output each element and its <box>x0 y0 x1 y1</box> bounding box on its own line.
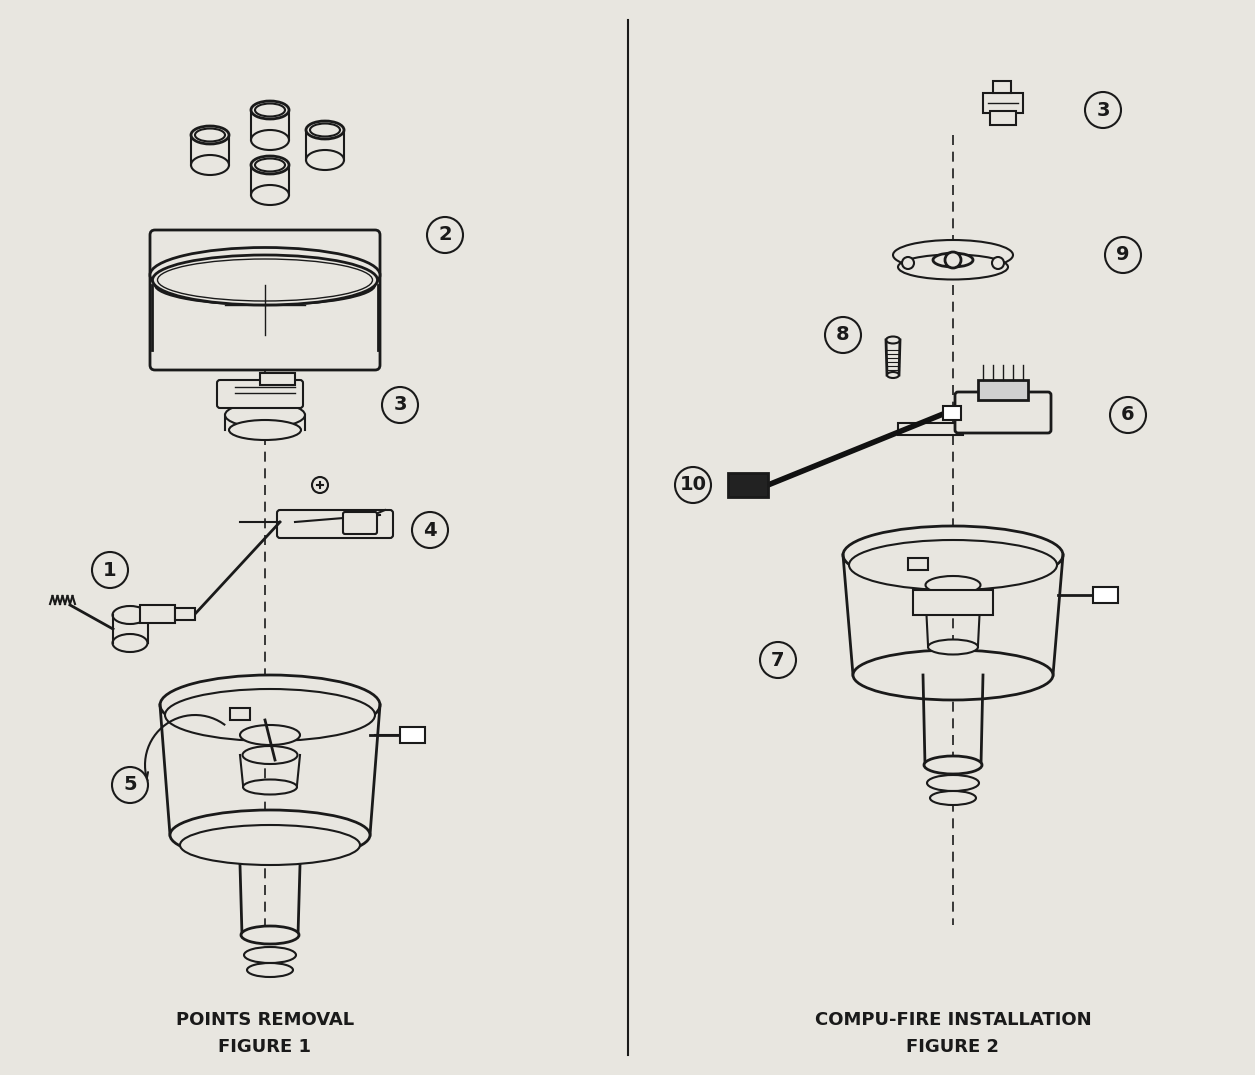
Ellipse shape <box>251 156 289 174</box>
Bar <box>993 81 1012 94</box>
Ellipse shape <box>169 809 370 860</box>
Ellipse shape <box>927 597 978 613</box>
FancyBboxPatch shape <box>151 230 380 370</box>
Circle shape <box>1104 236 1141 273</box>
Ellipse shape <box>930 791 976 805</box>
Bar <box>728 473 768 497</box>
Ellipse shape <box>306 151 344 170</box>
Circle shape <box>382 387 418 422</box>
Ellipse shape <box>251 185 289 205</box>
Bar <box>909 558 927 570</box>
Text: POINTS REMOVAL: POINTS REMOVAL <box>176 1010 354 1029</box>
Circle shape <box>112 766 148 803</box>
Ellipse shape <box>228 420 301 440</box>
Bar <box>400 727 425 743</box>
Circle shape <box>312 477 328 493</box>
Ellipse shape <box>894 240 1013 270</box>
Ellipse shape <box>243 779 297 794</box>
Circle shape <box>825 317 861 353</box>
Circle shape <box>761 642 796 678</box>
Text: 10: 10 <box>679 475 707 494</box>
Ellipse shape <box>113 634 148 653</box>
Text: 6: 6 <box>1121 405 1135 425</box>
Ellipse shape <box>225 402 305 428</box>
Ellipse shape <box>179 825 360 865</box>
Bar <box>260 373 295 385</box>
Ellipse shape <box>195 129 225 142</box>
Ellipse shape <box>899 255 1008 280</box>
Ellipse shape <box>247 963 292 977</box>
Ellipse shape <box>243 947 296 963</box>
Circle shape <box>991 257 1004 269</box>
Circle shape <box>1086 92 1121 128</box>
Ellipse shape <box>886 336 900 344</box>
Ellipse shape <box>932 253 973 267</box>
Ellipse shape <box>153 255 378 305</box>
Bar <box>912 590 993 615</box>
Circle shape <box>412 512 448 548</box>
Ellipse shape <box>927 640 978 655</box>
Circle shape <box>92 551 128 588</box>
Text: 5: 5 <box>123 775 137 794</box>
Ellipse shape <box>251 130 289 150</box>
Ellipse shape <box>843 526 1063 584</box>
Ellipse shape <box>924 756 981 774</box>
FancyBboxPatch shape <box>277 510 393 538</box>
Ellipse shape <box>191 155 228 175</box>
Ellipse shape <box>887 372 899 378</box>
Text: FIGURE 2: FIGURE 2 <box>906 1038 999 1056</box>
Ellipse shape <box>159 675 380 735</box>
Ellipse shape <box>255 103 285 116</box>
Ellipse shape <box>310 124 340 137</box>
Circle shape <box>945 252 961 268</box>
Bar <box>983 94 1023 113</box>
Text: 8: 8 <box>836 326 850 344</box>
Circle shape <box>902 257 914 269</box>
Text: 7: 7 <box>772 650 784 670</box>
Bar <box>174 608 195 620</box>
Circle shape <box>675 467 712 503</box>
Text: 9: 9 <box>1116 245 1130 264</box>
Ellipse shape <box>255 158 285 172</box>
Ellipse shape <box>151 247 380 302</box>
Bar <box>978 379 1028 400</box>
Bar <box>230 708 250 720</box>
Circle shape <box>1109 397 1146 433</box>
Bar <box>141 605 174 623</box>
Ellipse shape <box>853 650 1053 700</box>
Text: 1: 1 <box>103 560 117 579</box>
Circle shape <box>427 217 463 253</box>
Ellipse shape <box>925 576 980 594</box>
Ellipse shape <box>927 775 979 791</box>
Text: 2: 2 <box>438 226 452 244</box>
FancyBboxPatch shape <box>217 379 302 408</box>
Bar <box>990 111 1017 125</box>
FancyBboxPatch shape <box>343 512 376 534</box>
Ellipse shape <box>164 689 375 741</box>
Bar <box>943 406 961 420</box>
Ellipse shape <box>191 126 228 144</box>
Ellipse shape <box>241 926 299 944</box>
Text: 3: 3 <box>393 396 407 415</box>
Ellipse shape <box>156 266 375 305</box>
Ellipse shape <box>306 121 344 139</box>
Ellipse shape <box>242 746 297 764</box>
FancyBboxPatch shape <box>955 392 1050 433</box>
Text: COMPU-FIRE INSTALLATION: COMPU-FIRE INSTALLATION <box>814 1010 1092 1029</box>
Ellipse shape <box>848 540 1057 590</box>
Text: 3: 3 <box>1097 100 1109 119</box>
Bar <box>1093 587 1118 603</box>
Ellipse shape <box>251 101 289 119</box>
Bar <box>899 422 963 435</box>
Ellipse shape <box>240 725 300 745</box>
Text: FIGURE 1: FIGURE 1 <box>218 1038 311 1056</box>
Ellipse shape <box>113 606 148 624</box>
Ellipse shape <box>157 259 373 301</box>
Text: 4: 4 <box>423 520 437 540</box>
